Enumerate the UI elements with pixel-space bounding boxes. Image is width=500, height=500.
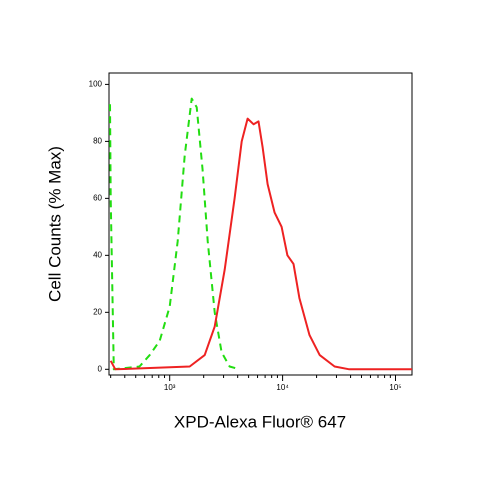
x-axis-label: XPD-Alexa Fluor® 647: [174, 412, 346, 431]
y-tick-label: 0: [98, 364, 103, 373]
histogram-line: [109, 117, 412, 371]
y-tick-label: 60: [93, 193, 102, 202]
x-tick-label: 10³: [164, 383, 176, 392]
x-tick-label: 10⁵: [389, 383, 401, 392]
plot-frame: [108, 72, 413, 376]
y-tick-label: 100: [89, 80, 103, 89]
y-tick-label: 40: [93, 250, 102, 259]
histogram-line: [109, 97, 240, 371]
y-tick-label: 20: [93, 307, 102, 316]
y-tick-label: 80: [93, 136, 102, 145]
y-axis-label: Cell Counts (% Max): [45, 146, 64, 302]
x-tick-label: 10⁴: [276, 383, 289, 392]
